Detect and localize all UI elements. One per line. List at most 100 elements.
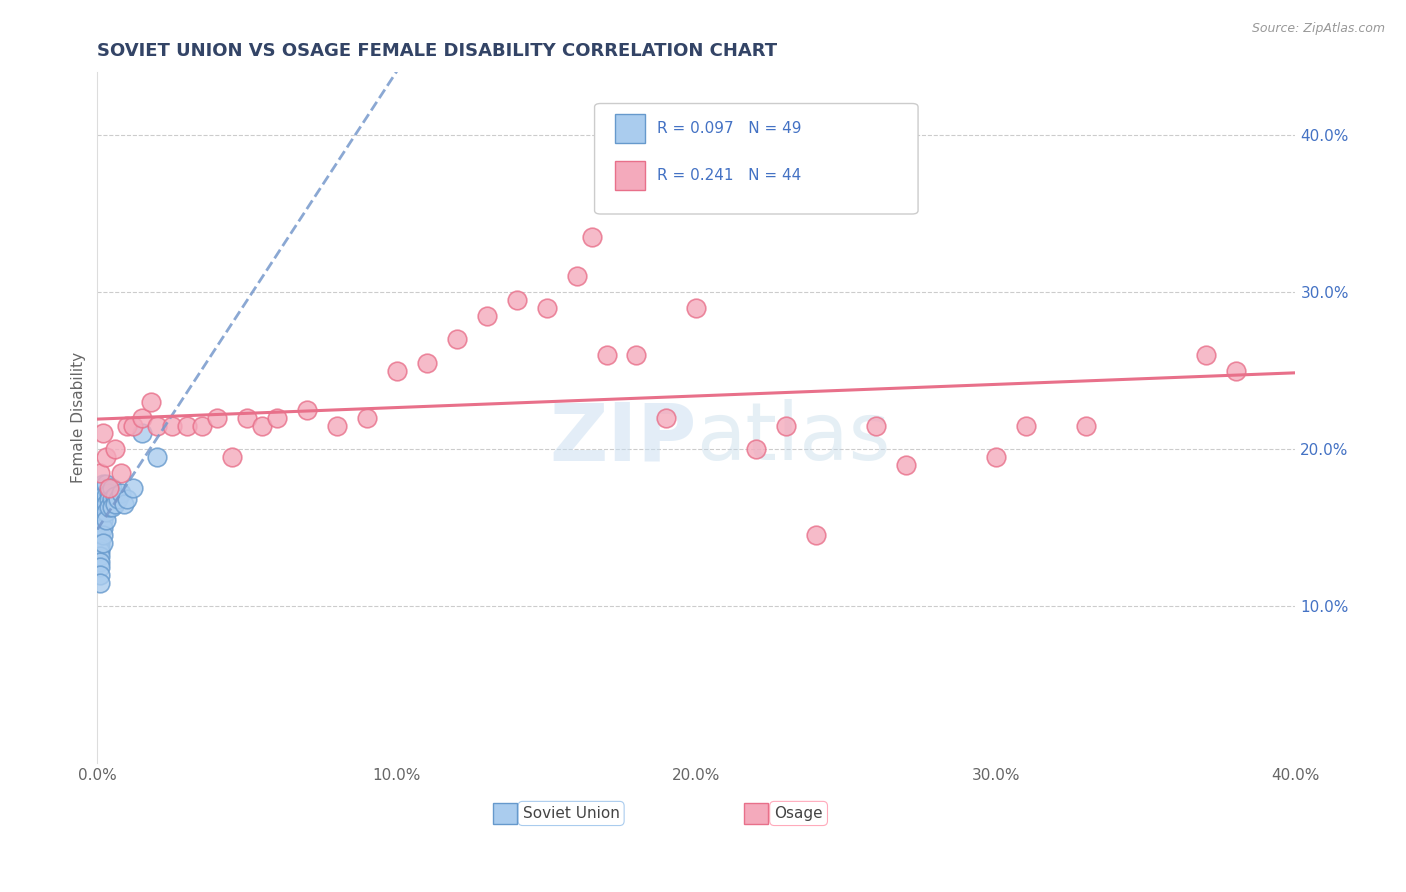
FancyBboxPatch shape: [492, 803, 516, 824]
Point: [96, 513, 118, 527]
Text: Osage: Osage: [775, 806, 823, 821]
Point: [89, 524, 111, 538]
Point: [98, 486, 121, 500]
Text: SOVIET UNION VS OSAGE FEMALE DISABILITY CORRELATION CHART: SOVIET UNION VS OSAGE FEMALE DISABILITY …: [97, 42, 778, 60]
Text: ZIP: ZIP: [550, 400, 696, 477]
Point: [984, 450, 1007, 464]
Point: [505, 293, 527, 307]
Point: [89, 509, 111, 524]
Point: [191, 418, 214, 433]
Text: R = 0.241   N = 44: R = 0.241 N = 44: [657, 168, 801, 183]
Point: [122, 418, 145, 433]
Point: [110, 466, 132, 480]
Point: [122, 481, 145, 495]
Point: [1015, 418, 1038, 433]
Point: [160, 418, 183, 433]
Text: Source: ZipAtlas.com: Source: ZipAtlas.com: [1251, 22, 1385, 36]
Point: [89, 541, 111, 555]
Point: [141, 395, 163, 409]
Point: [89, 536, 111, 550]
Point: [107, 492, 129, 507]
Point: [176, 418, 198, 433]
Point: [89, 528, 111, 542]
Point: [685, 301, 707, 315]
Point: [326, 418, 349, 433]
Point: [626, 348, 648, 362]
Point: [1225, 364, 1247, 378]
Point: [89, 513, 111, 527]
Point: [221, 450, 243, 464]
Point: [89, 559, 111, 574]
Point: [93, 476, 115, 491]
Point: [89, 500, 111, 515]
Point: [89, 481, 111, 495]
Text: R = 0.097   N = 49: R = 0.097 N = 49: [657, 121, 801, 136]
Point: [775, 418, 797, 433]
Point: [446, 332, 468, 346]
Point: [96, 505, 118, 519]
Point: [93, 520, 115, 534]
Point: [595, 348, 617, 362]
Point: [93, 481, 115, 495]
Point: [131, 410, 153, 425]
Point: [98, 481, 121, 495]
Point: [865, 418, 887, 433]
Point: [205, 410, 228, 425]
Point: [581, 230, 603, 244]
Point: [93, 505, 115, 519]
Point: [416, 356, 439, 370]
Point: [96, 476, 118, 491]
Point: [112, 497, 135, 511]
Point: [104, 497, 127, 511]
Point: [93, 513, 115, 527]
FancyBboxPatch shape: [614, 114, 645, 144]
Point: [250, 418, 273, 433]
Point: [745, 442, 768, 457]
Point: [110, 486, 132, 500]
Point: [117, 492, 139, 507]
Point: [89, 533, 111, 548]
Point: [565, 269, 588, 284]
Point: [117, 418, 139, 433]
Point: [101, 492, 124, 507]
Point: [101, 481, 124, 495]
FancyBboxPatch shape: [614, 161, 645, 190]
Point: [655, 410, 678, 425]
Point: [89, 486, 111, 500]
Point: [89, 466, 111, 480]
Point: [1074, 418, 1097, 433]
Point: [385, 364, 408, 378]
Point: [89, 555, 111, 569]
Point: [89, 492, 111, 507]
Point: [89, 567, 111, 582]
Point: [101, 500, 124, 515]
Point: [295, 403, 318, 417]
FancyBboxPatch shape: [595, 103, 918, 214]
Point: [93, 426, 115, 441]
Point: [1194, 348, 1216, 362]
Point: [93, 497, 115, 511]
Point: [104, 442, 127, 457]
Point: [104, 489, 127, 503]
Point: [536, 301, 558, 315]
Point: [475, 309, 498, 323]
Point: [894, 458, 917, 472]
Point: [146, 450, 169, 464]
Point: [356, 410, 378, 425]
Y-axis label: Female Disability: Female Disability: [72, 352, 86, 483]
Point: [236, 410, 259, 425]
Text: Soviet Union: Soviet Union: [523, 806, 620, 821]
Point: [96, 450, 118, 464]
Point: [146, 418, 169, 433]
Point: [131, 426, 153, 441]
Text: atlas: atlas: [696, 400, 891, 477]
Point: [806, 528, 828, 542]
Point: [89, 544, 111, 558]
Point: [93, 489, 115, 503]
FancyBboxPatch shape: [744, 803, 768, 824]
Point: [89, 497, 111, 511]
Point: [93, 528, 115, 542]
Point: [89, 575, 111, 590]
Point: [96, 497, 118, 511]
Point: [98, 500, 121, 515]
